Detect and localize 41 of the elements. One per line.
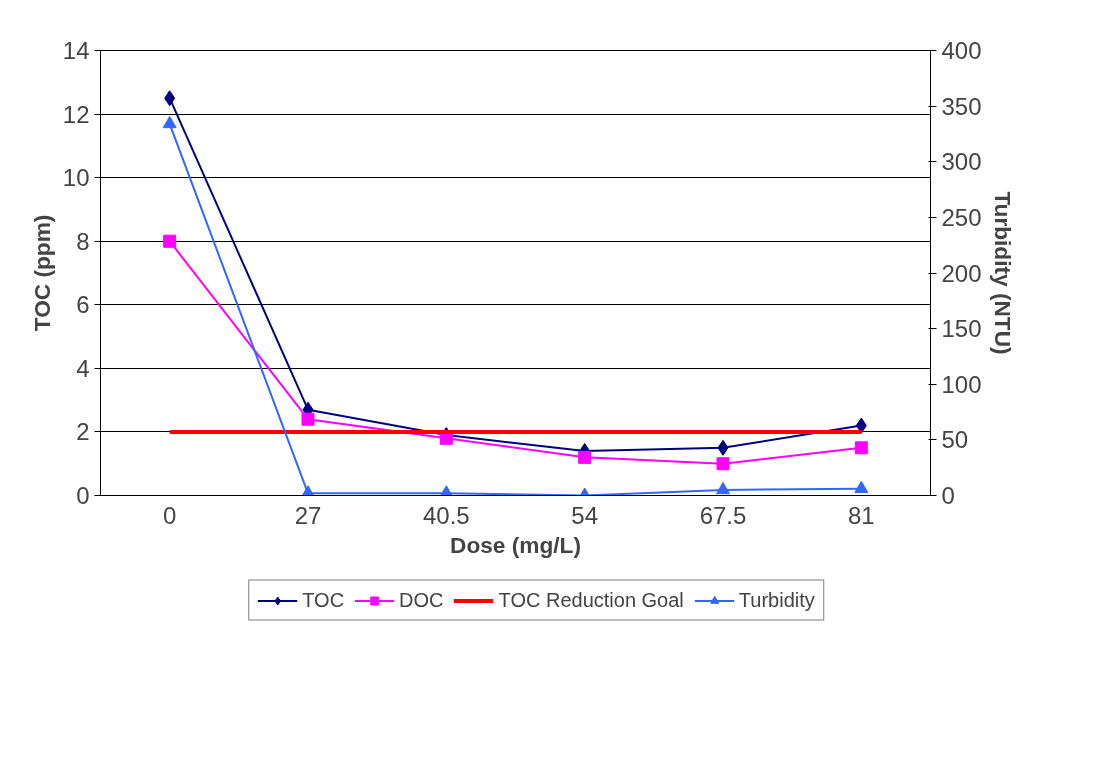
x-tick-label: 27 [294,501,322,529]
x-axis-title: Dose (mg/L) [450,531,581,558]
x-tick-label: 81 [847,501,875,529]
y-axis-title: TOC (ppm) [28,214,55,332]
y-tick-label: 10 [62,164,90,192]
legend-label: DOC [399,588,444,612]
legend-label: TOC [302,588,345,612]
point [162,115,177,129]
y-tick-label: 12 [62,100,90,128]
y-tick-label: 6 [76,291,90,319]
point [301,412,315,426]
x-tick-label: 54 [571,501,599,529]
y-tick-label: 4 [76,354,90,382]
y-tick-label: 8 [76,227,90,255]
legend-label: TOC Reduction Goal [498,588,684,612]
legend-label: Turbidity [738,588,815,612]
y-tick-label: 14 [62,37,90,64]
point [578,450,592,464]
x-tick-label: 40.5 [422,501,470,529]
y2-tick-label: 300 [941,148,982,176]
point [163,234,177,248]
y-tick-label: 2 [76,418,90,446]
y2-tick-label: 50 [941,426,969,454]
point [716,457,730,471]
x-tick-label: 67.5 [699,501,747,529]
y-tick-label: 0 [76,482,90,509]
x-tick-label: 0 [162,501,177,529]
y2-axis-title: Turbidity (NTU) [989,191,1016,355]
y2-tick-label: 100 [941,370,982,398]
y2-tick-label: 250 [941,203,982,231]
point [717,439,729,456]
y2-tick-label: 200 [941,259,982,287]
y2-tick-label: 400 [941,37,982,64]
y2-tick-label: 0 [941,482,955,509]
point [854,480,869,494]
y2-tick-label: 350 [941,92,982,120]
point [716,481,730,495]
point [854,441,868,455]
point [164,90,176,107]
y2-tick-label: 150 [941,315,982,343]
point [855,417,867,434]
